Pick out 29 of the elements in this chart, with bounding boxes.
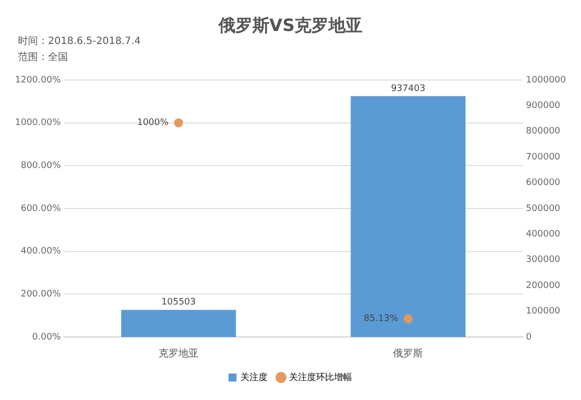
text: 范围：全国 — [18, 50, 69, 65]
y-tick-label: 800.00% — [20, 161, 62, 172]
data-label: 105503 — [161, 298, 196, 308]
y2-tick-label: 200000 — [526, 280, 561, 291]
y-tick-label: 0.00% — [32, 332, 62, 342]
data-label: 1000% — [137, 118, 169, 128]
data-label: 85.13% — [364, 314, 399, 324]
y2-tick-label: 0 — [526, 332, 532, 342]
y-tick-label: 1200.00% — [14, 75, 62, 86]
chart-title: 俄罗斯VS克罗地亚 — [217, 15, 364, 37]
y2-tick-label: 400000 — [526, 230, 561, 240]
legend-label: 关注度环比增幅 — [289, 372, 352, 383]
text: 时间：2018.6.5-2018.7.4 — [18, 34, 141, 49]
y-tick-label: 400.00% — [20, 246, 62, 257]
y-tick-label: 600.00% — [20, 204, 62, 214]
y-tick-label: 200.00% — [20, 290, 62, 300]
y2-tick-label: 600000 — [526, 178, 561, 188]
y2-tick-label: 900000 — [526, 101, 561, 112]
x-tick-label: 俄罗斯 — [393, 348, 424, 360]
y2-tick-label: 800000 — [526, 126, 561, 137]
y2-tick-label: 300000 — [526, 255, 561, 266]
legend-label: 关注度 — [240, 372, 268, 383]
y2-tick-label: 700000 — [526, 152, 561, 162]
data-label: 937403 — [390, 84, 426, 94]
y2-tick-label: 500000 — [526, 204, 561, 214]
y2-tick-label: 100000 — [526, 306, 561, 317]
y2-tick-label: 1000000 — [526, 75, 566, 86]
x-tick-label: 克罗地亚 — [158, 348, 199, 360]
y-tick-label: 1000.00% — [14, 118, 62, 128]
